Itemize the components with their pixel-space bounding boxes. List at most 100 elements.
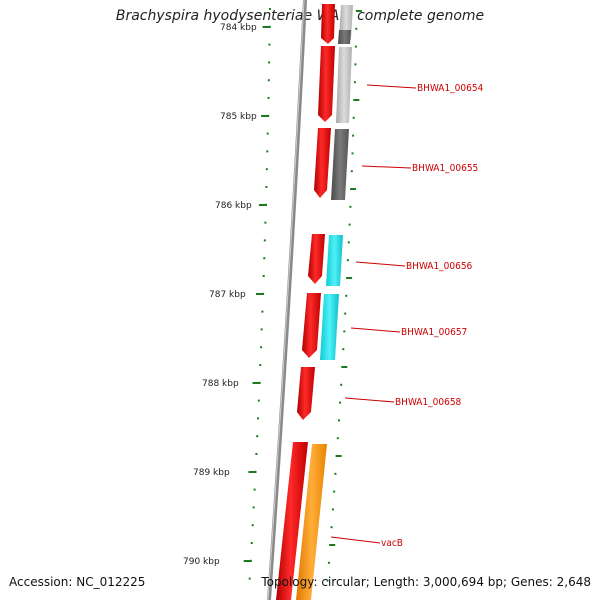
genome-backbone [267, 0, 307, 600]
outer-tick [333, 490, 336, 493]
outer-tick [355, 10, 362, 12]
ruler-minor-tick [251, 524, 254, 527]
ruler-minor-tick [259, 364, 262, 366]
outer-tick [330, 526, 333, 529]
outer-tick [350, 170, 353, 173]
outer-tick [347, 241, 350, 244]
outer-tick [351, 152, 354, 155]
outer-tick [350, 188, 357, 190]
outer-tick [329, 544, 336, 546]
outer-tick [353, 81, 356, 84]
ruler-minor-tick [257, 417, 259, 420]
outer-tick [339, 401, 342, 404]
outer-tick [349, 205, 352, 208]
ruler-major-tick [243, 560, 252, 562]
outer-tick [354, 63, 357, 66]
ruler-label-790: 790 kbp [183, 557, 220, 567]
ruler-minor-tick [267, 79, 270, 82]
outer-tick [340, 383, 343, 386]
gene-label-00655[interactable]: BHWA1_00655 [412, 163, 478, 174]
accession-text: Accession: NC_012225 [9, 575, 146, 589]
outer-tick [348, 223, 351, 226]
outer-tick [355, 27, 358, 30]
outer-tick [353, 99, 360, 101]
outer-tick [334, 472, 337, 475]
ruler-label-785: 785 kbp [220, 112, 257, 122]
ruler-minor-tick [263, 257, 266, 260]
gene-label-00656[interactable]: BHWA1_00656 [406, 261, 473, 272]
ruler-major-tick [252, 382, 261, 384]
ruler-minor-tick [261, 310, 264, 313]
ruler-label-787: 787 kbp [209, 290, 246, 300]
ruler-major-tick [256, 293, 264, 295]
ruler-minor-tick [268, 61, 271, 64]
ruler-major-tick [258, 204, 267, 206]
gene-red-00657 [302, 293, 321, 358]
leader-line-00656 [355, 261, 406, 267]
gene-orange-vacB [296, 444, 327, 600]
gene-red-00658 [297, 367, 315, 420]
outer-tick [354, 45, 357, 48]
ruler-minor-tick [267, 97, 270, 99]
outer-tick [327, 561, 330, 564]
leader-line-00655 [361, 165, 412, 169]
outer-tick [344, 312, 347, 315]
gene-label-00658[interactable]: BHWA1_00658 [395, 397, 462, 408]
ruler-minor-tick [265, 186, 268, 188]
outer-tick [335, 455, 342, 457]
gene-gray-light-00654 [336, 47, 352, 123]
ruler-minor-tick [250, 542, 253, 544]
gene-red-vacB [276, 442, 308, 600]
leader-line-00658 [344, 397, 395, 403]
ruler-minor-tick [255, 453, 258, 455]
ruler-label-789: 789 kbp [193, 468, 230, 478]
outer-tick [338, 419, 340, 422]
gene-red-00655 [314, 128, 331, 198]
ruler-minor-tick [268, 43, 271, 46]
outer-tick [343, 330, 346, 333]
ruler-minor-tick [248, 577, 251, 580]
gene-label-00657[interactable]: BHWA1_00657 [401, 327, 467, 338]
ruler-major-tick [261, 115, 270, 117]
outer-tick [352, 116, 355, 119]
ruler-minor-tick [260, 328, 263, 331]
ruler-minor-tick [266, 132, 269, 135]
outer-tick [342, 348, 345, 351]
ruler-minor-tick [266, 150, 269, 153]
outer-tick [331, 508, 334, 511]
ruler-label-788: 788 kbp [202, 379, 239, 389]
ruler-minor-tick [257, 399, 260, 402]
ruler-major-tick [248, 471, 257, 473]
gene-label-vacB[interactable]: vacB [381, 538, 403, 549]
ruler-minor-tick [264, 221, 267, 224]
ruler-minor-tick [256, 435, 259, 438]
ruler-minor-tick [262, 275, 265, 277]
outer-tick [341, 366, 348, 368]
gene-label-00654[interactable]: BHWA1_00654 [417, 83, 484, 94]
ruler-minor-tick [252, 506, 255, 509]
outer-ticks [326, 10, 362, 582]
map-title: Brachyspira hyodysenteriae WA1, complete… [115, 8, 485, 24]
gene-red-00656 [308, 234, 325, 284]
ruler-major-tick [262, 26, 271, 28]
topology-text: Topology: circular; Length: 3,000,694 bp… [261, 575, 591, 589]
ruler-major-ticks [243, 26, 271, 562]
ruler-minor-tick [265, 168, 268, 171]
gene-gray-dark-top [338, 30, 351, 44]
ruler-label-784: 784 kbp [220, 23, 257, 33]
ruler-minor-tick [268, 8, 271, 10]
ruler-label-786: 786 kbp [215, 201, 252, 211]
gene-red-top [321, 4, 335, 44]
genome-backbone-highlight [267, 0, 305, 600]
leader-line-00654 [366, 84, 417, 89]
gene-cyan-00657 [320, 294, 339, 360]
outer-tick [352, 134, 355, 137]
gene-cyan-00656 [326, 235, 343, 286]
ruler-minor-tick [260, 346, 263, 349]
outer-tick [346, 259, 349, 262]
gene-red-00654 [318, 46, 335, 122]
gene-gray-dark-00655 [331, 129, 349, 200]
outer-tick [326, 579, 329, 582]
ruler-minor-tick [253, 488, 256, 491]
